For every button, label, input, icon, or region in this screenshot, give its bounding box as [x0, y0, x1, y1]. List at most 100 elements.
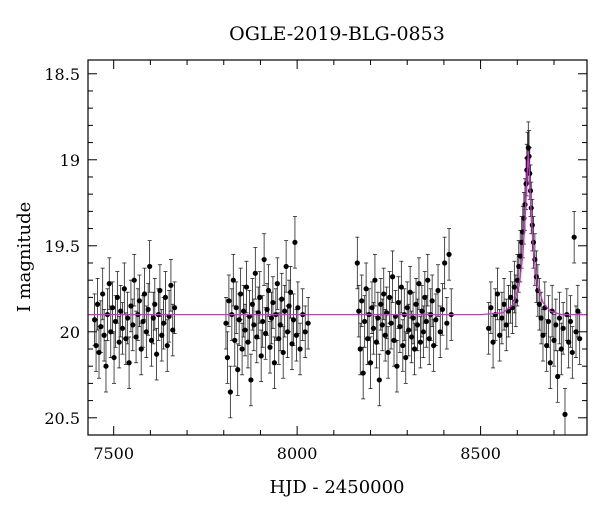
- data-point: [417, 339, 424, 345]
- data-point: [236, 317, 242, 323]
- data-point: [571, 234, 577, 240]
- axis-ticks: 7500 8000 8500 18.5 19 19.5 20 20.5: [44, 60, 587, 463]
- data-point: [407, 289, 413, 295]
- data-point: [232, 337, 238, 343]
- y-tick-label: 18.5: [44, 65, 80, 84]
- data-point: [437, 329, 443, 335]
- data-point: [375, 315, 381, 321]
- data-point: [503, 322, 509, 328]
- data-point: [410, 315, 416, 321]
- data-point: [404, 305, 410, 311]
- data-point: [274, 281, 280, 287]
- data-point: [152, 301, 158, 307]
- data-point: [486, 325, 492, 331]
- data-point: [305, 320, 311, 326]
- data-point: [245, 339, 251, 345]
- data-point: [575, 308, 581, 314]
- data-point: [114, 294, 120, 300]
- data-point: [238, 291, 244, 297]
- data-point: [223, 320, 229, 326]
- data-point: [398, 284, 404, 290]
- data-point: [488, 305, 494, 311]
- y-tick-label: 20.5: [44, 409, 80, 428]
- data-point: [271, 360, 277, 366]
- data-point: [545, 318, 552, 325]
- data-point: [497, 332, 503, 338]
- data-point: [257, 294, 263, 300]
- data-point: [98, 324, 104, 330]
- data-point: [160, 320, 167, 326]
- data-point: [567, 318, 574, 325]
- data-point: [577, 336, 583, 342]
- y-axis-label: I magnitude: [14, 202, 35, 313]
- data-point: [143, 329, 149, 335]
- data-point: [164, 342, 170, 349]
- data-point: [426, 336, 432, 342]
- data-point: [425, 277, 431, 283]
- data-point: [116, 339, 122, 345]
- data-point: [414, 322, 421, 328]
- data-point: [359, 298, 365, 304]
- data-point: [362, 318, 368, 325]
- data-point: [251, 322, 257, 328]
- data-point: [302, 329, 308, 335]
- data-point: [258, 353, 264, 359]
- x-tick-label: 8000: [277, 444, 318, 463]
- data-point: [517, 253, 523, 259]
- data-point: [235, 367, 241, 373]
- data-point: [400, 342, 406, 349]
- data-point: [388, 320, 394, 326]
- data-point: [112, 318, 119, 325]
- data-point: [123, 336, 129, 342]
- data-point: [103, 363, 109, 369]
- data-point: [356, 308, 362, 314]
- data-point: [130, 322, 136, 328]
- data-point: [490, 339, 496, 345]
- data-point: [121, 286, 127, 292]
- data-point: [252, 270, 258, 276]
- data-point: [419, 308, 425, 314]
- data-point: [363, 286, 369, 292]
- data-point: [230, 277, 236, 283]
- data-point: [373, 339, 379, 345]
- data-point: [433, 317, 439, 323]
- data-point: [409, 334, 415, 340]
- data-point: [92, 317, 98, 323]
- data-point: [159, 332, 165, 338]
- data-point: [287, 289, 294, 295]
- data-point: [566, 339, 572, 345]
- plot-frame: [87, 59, 588, 436]
- data-point: [379, 322, 385, 328]
- data-point: [145, 306, 151, 313]
- data-point: [279, 296, 285, 302]
- data-point: [394, 363, 400, 369]
- data-point: [94, 301, 101, 307]
- data-point: [508, 294, 514, 300]
- data-point: [556, 315, 563, 321]
- data-point: [442, 260, 448, 266]
- data-point: [511, 284, 517, 290]
- data-point: [276, 336, 282, 342]
- data-point: [233, 305, 239, 311]
- data-point: [270, 299, 276, 306]
- data-point: [369, 305, 375, 311]
- data-point: [558, 346, 564, 352]
- data-point: [126, 360, 132, 366]
- data-point: [501, 301, 507, 307]
- chart-title: OGLE-2019-BLG-0853: [229, 23, 445, 45]
- data-point: [267, 344, 273, 350]
- data-point: [439, 306, 446, 313]
- data-point: [265, 287, 272, 294]
- data-point: [389, 274, 396, 280]
- data-point: [573, 329, 579, 335]
- model-curve: [88, 151, 587, 316]
- x-tick-label: 8500: [460, 444, 501, 463]
- data-point: [494, 291, 501, 297]
- data-point: [227, 389, 233, 395]
- data-point: [416, 281, 422, 287]
- data-point: [262, 330, 269, 337]
- data-point: [242, 327, 248, 333]
- data-point: [391, 337, 397, 343]
- data-point: [147, 263, 153, 270]
- data-point: [293, 332, 300, 338]
